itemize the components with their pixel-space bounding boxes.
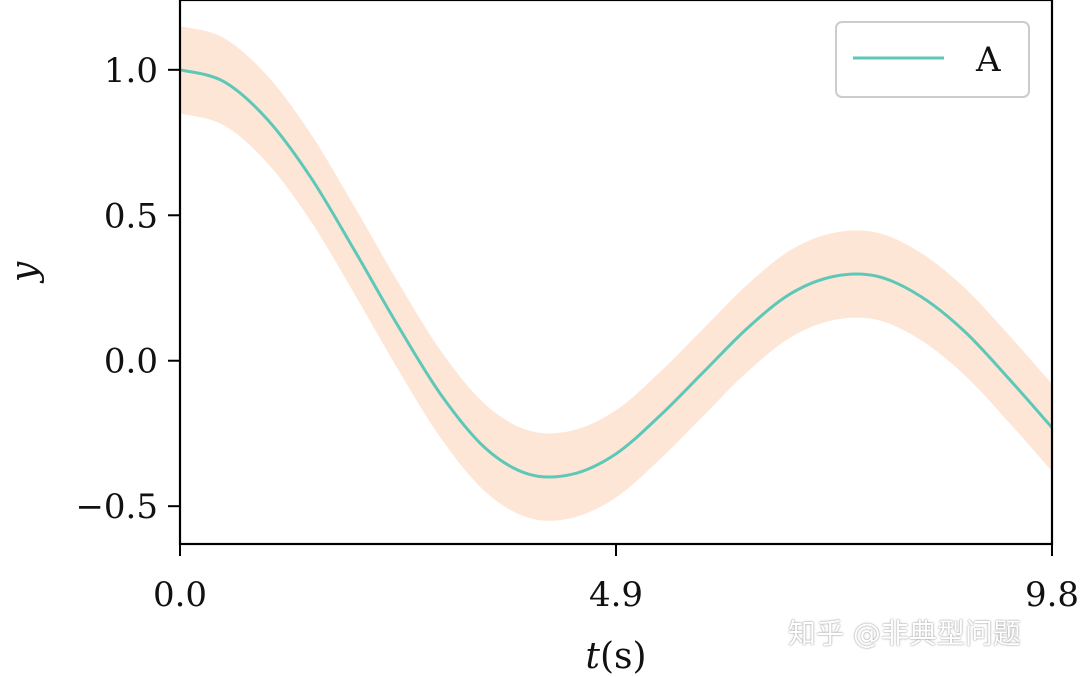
plot-area [179,26,1054,521]
series-line-A [179,68,1054,479]
legend-label-A: A [975,40,1001,80]
y-tick-label-3: −0.5 [75,487,158,527]
watermark: 知乎 @非典型问题 [788,617,1021,650]
y-tick-label-2: 0.0 [104,342,158,382]
x-tick-label-2: 9.8 [1025,575,1079,615]
x-axis-label: t(s) [585,636,646,677]
y-axis-label: y [4,261,45,284]
y-tick-label-1: 0.5 [104,196,158,236]
x-tick-label-1: 4.9 [589,575,643,615]
x-tick-label-0: 0.0 [153,575,207,615]
y-tick-label-0: 1.0 [104,51,158,91]
legend: A [835,21,1030,98]
confidence-band [180,26,1052,521]
x-axis-ticks: 0.0 4.9 9.8 [153,544,1079,615]
y-axis-ticks: 1.0 0.5 0.0 −0.5 [75,51,180,527]
